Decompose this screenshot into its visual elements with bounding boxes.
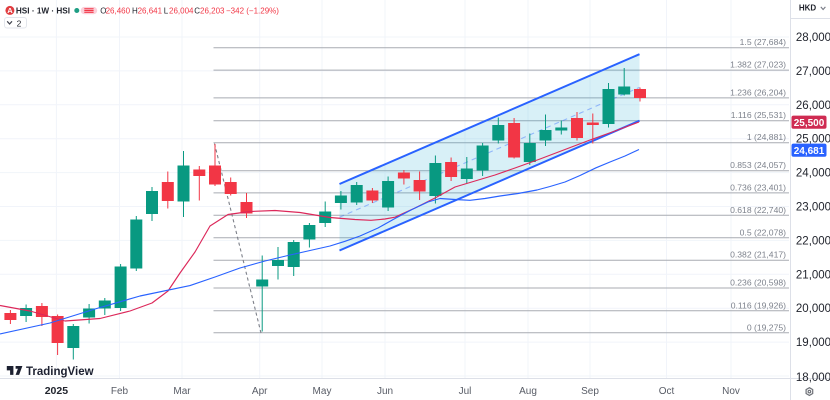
svg-text:24,681: 24,681 [794,146,825,157]
svg-text:26,000: 26,000 [796,100,830,112]
svg-text:26,460: 26,460 [106,6,131,15]
svg-text:2: 2 [17,18,22,28]
svg-text:28,000: 28,000 [796,32,830,44]
svg-text:0.618 (22,740): 0.618 (22,740) [730,205,786,215]
svg-text:Feb: Feb [111,386,129,397]
svg-text:C: C [194,6,200,15]
svg-text:−342 (−1.29%): −342 (−1.29%) [226,6,279,15]
svg-text:Apr: Apr [252,386,268,397]
svg-text:21,000: 21,000 [796,269,830,281]
svg-text:1.116 (25,531): 1.116 (25,531) [731,110,786,120]
svg-text:Aug: Aug [519,386,537,397]
svg-text:Oct: Oct [659,386,675,397]
svg-text:HKD: HKD [799,3,817,12]
svg-text:18,000: 18,000 [796,372,830,384]
svg-text:27,000: 27,000 [796,66,830,78]
svg-text:1.382 (27,023): 1.382 (27,023) [730,60,786,70]
svg-text:May: May [313,386,332,397]
svg-text:Mar: Mar [173,386,191,397]
svg-text:20,000: 20,000 [796,303,830,315]
svg-text:1 (24,881): 1 (24,881) [747,132,786,142]
svg-text:26,004: 26,004 [169,6,194,15]
svg-text:Nov: Nov [722,386,740,397]
svg-text:22,000: 22,000 [796,235,830,247]
svg-text:Jul: Jul [459,386,472,397]
svg-text:TradingView: TradingView [26,366,94,378]
svg-text:0.382 (21,417): 0.382 (21,417) [730,250,786,260]
svg-text:A: A [7,6,13,15]
svg-text:1.236 (26,204): 1.236 (26,204) [730,87,786,97]
svg-text:0.116 (19,926): 0.116 (19,926) [731,300,786,310]
svg-text:0.5 (22,078): 0.5 (22,078) [740,227,786,237]
svg-text:26,203: 26,203 [200,6,225,15]
svg-text:23,000: 23,000 [796,202,830,214]
svg-text:26,641: 26,641 [138,6,163,15]
svg-text:O: O [100,6,106,15]
svg-text:25,000: 25,000 [796,134,830,146]
svg-text:1.5 (27,684): 1.5 (27,684) [740,37,786,47]
svg-text:25,500: 25,500 [794,118,825,129]
svg-text:0.853 (24,057): 0.853 (24,057) [730,160,786,170]
svg-text:24,000: 24,000 [796,168,830,180]
svg-text:2025: 2025 [45,385,69,397]
svg-text:H: H [132,6,138,15]
svg-text:Sep: Sep [581,386,599,397]
svg-text:HSI · 1W · HSI: HSI · 1W · HSI [16,7,70,16]
svg-text:0 (19,275): 0 (19,275) [747,322,786,332]
svg-text:L: L [164,6,169,15]
svg-text:0.736 (23,401): 0.736 (23,401) [730,182,786,192]
svg-text:Jun: Jun [377,386,393,397]
svg-text:0.236 (20,598): 0.236 (20,598) [730,278,786,288]
svg-text:19,000: 19,000 [796,337,830,349]
